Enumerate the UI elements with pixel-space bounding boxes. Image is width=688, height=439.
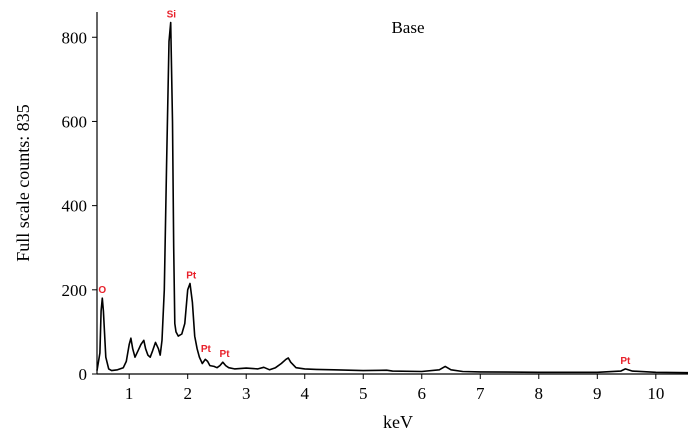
chart-title: Base — [391, 18, 424, 37]
x-axis-title: keV — [383, 412, 413, 432]
x-tick-label: 4 — [300, 384, 309, 403]
x-tick-label: 10 — [647, 384, 664, 403]
peak-labels: O Si Pt Pt Pt Pt — [98, 10, 631, 367]
x-tick-label: 9 — [593, 384, 602, 403]
y-tick-label: 800 — [62, 28, 88, 47]
y-axis-title: Full scale counts: 835 — [13, 104, 33, 261]
x-tick-label: 3 — [242, 384, 251, 403]
y-ticks: 0 200 400 600 800 — [62, 28, 97, 384]
peak-label: Pt — [201, 344, 212, 355]
y-tick-label: 400 — [62, 197, 88, 216]
y-tick-label: 0 — [79, 365, 88, 384]
x-tick-label: 2 — [183, 384, 192, 403]
y-tick-label: 200 — [62, 281, 88, 300]
plot-area: 0 200 400 600 800 1 2 3 4 5 6 7 8 9 10 O Si Pt Pt Pt Pt — [62, 10, 688, 403]
spectrum-line — [96, 21, 688, 374]
x-tick-label: 6 — [418, 384, 427, 403]
peak-label: Pt — [620, 356, 631, 367]
y-tick-label: 600 — [62, 112, 88, 131]
x-tick-label: 1 — [125, 384, 134, 403]
x-tick-label: 7 — [476, 384, 485, 403]
peak-label: O — [98, 285, 106, 296]
x-ticks: 1 2 3 4 5 6 7 8 9 10 — [125, 374, 664, 403]
peak-label: Si — [167, 10, 177, 21]
peak-label: Pt — [186, 271, 197, 282]
x-tick-label: 5 — [359, 384, 368, 403]
peak-label: Pt — [220, 349, 231, 360]
x-tick-label: 8 — [535, 384, 544, 403]
